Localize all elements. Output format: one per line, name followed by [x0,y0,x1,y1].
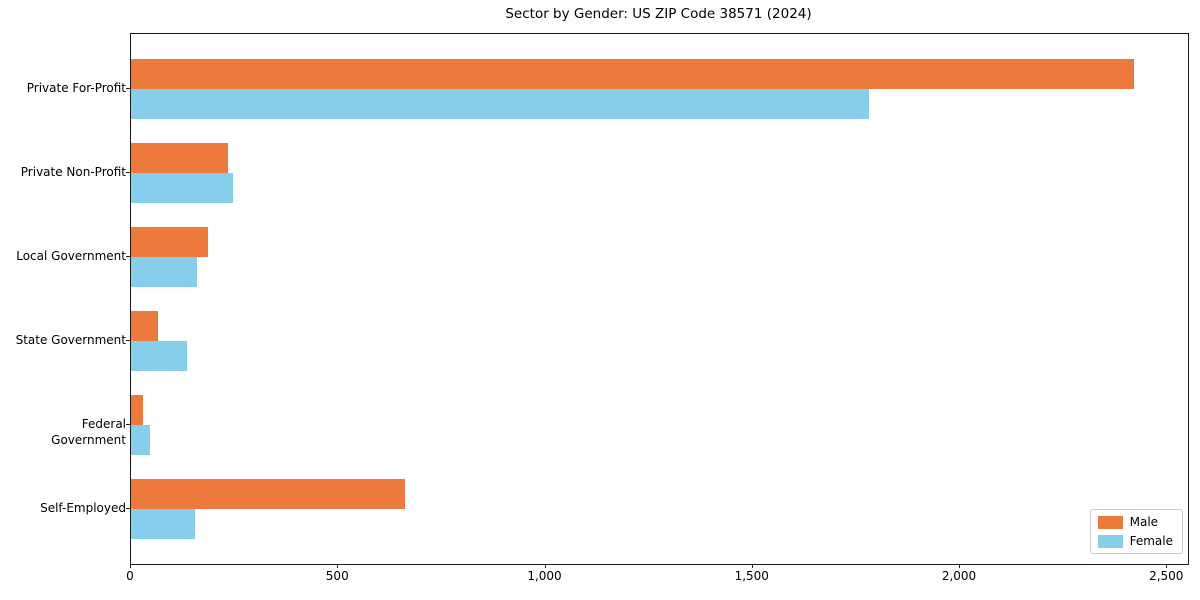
bar-female-3 [131,341,187,371]
ytick-label-3: State Government [15,333,126,347]
bar-male-4 [131,395,143,425]
ytick-label-5: Self-Employed [40,501,126,515]
ytick-mark-2 [126,256,130,257]
legend: Male Female [1089,509,1183,554]
female-swatch [1097,534,1123,548]
plot-area [130,33,1189,565]
bar-male-5 [131,479,405,509]
bar-female-5 [131,509,195,539]
legend-label-female: Female [1129,534,1173,548]
chart-title: Sector by Gender: US ZIP Code 38571 (202… [505,6,812,22]
xtick-label-2: 1,000 [527,569,562,583]
xtick-label-0: 0 [126,569,134,583]
bar-female-2 [131,257,197,287]
xtick-mark-0 [130,564,131,568]
bar-male-3 [131,311,158,341]
bar-female-1 [131,173,233,203]
legend-label-male: Male [1129,515,1159,529]
ytick-mark-1 [126,172,130,173]
xtick-label-5: 2,500 [1149,569,1184,583]
legend-item-male: Male [1097,515,1173,529]
xtick-label-4: 2,000 [941,569,977,583]
bar-female-0 [131,89,869,119]
xtick-mark-5 [1166,564,1168,568]
xtick-mark-1 [337,564,339,568]
ytick-mark-5 [126,508,130,509]
male-swatch [1097,515,1123,529]
ytick-label-2: Local Government [16,249,126,263]
bar-male-0 [131,59,1134,89]
ytick-mark-0 [126,88,130,89]
bar-male-2 [131,227,208,257]
xtick-label-1: 500 [325,569,349,583]
bar-male-1 [131,143,228,173]
xtick-label-3: 1,500 [734,569,769,583]
ytick-label-1: Private Non-Profit [20,165,126,179]
ytick-mark-4 [126,424,130,425]
xtick-mark-4 [959,564,961,568]
legend-item-female: Female [1097,534,1173,548]
xtick-mark-3 [751,564,753,568]
xtick-mark-2 [544,564,546,568]
ytick-mark-3 [126,340,130,341]
bar-female-4 [131,425,150,455]
ytick-label-4: Federal Government [51,417,126,447]
ytick-label-0: Private For-Profit [26,81,126,95]
